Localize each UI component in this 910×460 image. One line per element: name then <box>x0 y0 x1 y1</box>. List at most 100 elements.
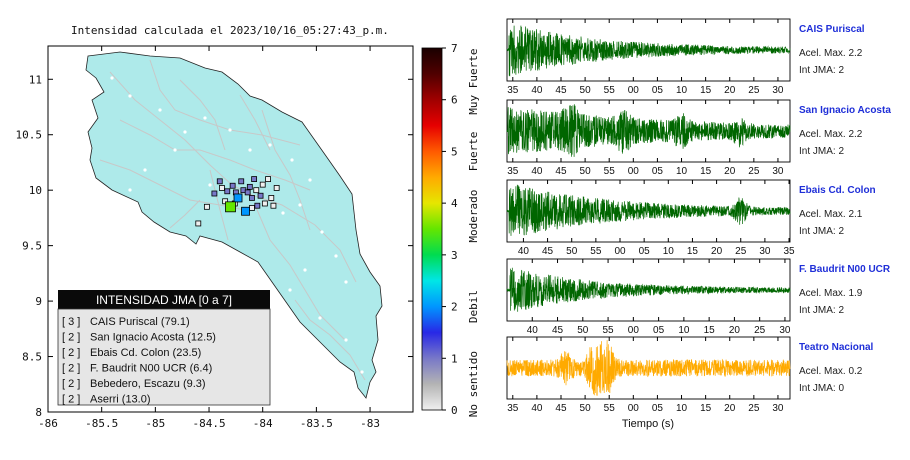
town-dot <box>290 158 294 162</box>
waveform-tick-label: 05 <box>639 246 651 257</box>
waveform-tick-label: 20 <box>724 166 736 177</box>
station-int-jma: Int JMA: 2 <box>799 226 844 237</box>
station-marker <box>246 183 253 190</box>
waveform-tick-label: 00 <box>628 85 640 96</box>
station-marker <box>270 202 277 209</box>
colorbar-category-label: Fuerte <box>467 132 480 172</box>
map-y-tick-label: 10.5 <box>16 129 43 142</box>
colorbar-tick-label: 4 <box>451 197 458 210</box>
station-name: CAIS Puriscal <box>799 24 865 35</box>
station-name: F. Baudrit N00 UCR <box>799 264 891 275</box>
road-line <box>254 204 346 341</box>
station-name: San Ignacio Acosta <box>799 105 891 116</box>
waveform-tick-label: 55 <box>604 403 616 414</box>
waveform-tick-label: 30 <box>772 166 784 177</box>
waveform-tick-label: 45 <box>555 166 567 177</box>
waveform-tick-label: 50 <box>580 403 592 414</box>
station-marker <box>216 178 223 185</box>
map-x-tick-label: -85.5 <box>85 417 118 430</box>
waveform-tick-label: 25 <box>735 246 747 257</box>
waveform-tick-label: 50 <box>580 85 592 96</box>
map-x-axis: -86 -85.5 -85 -84.5 -84 -83.5 -83 <box>38 46 380 430</box>
station-marker <box>203 203 210 210</box>
station-marker <box>254 202 261 209</box>
waveform-tick-label: 00 <box>628 166 640 177</box>
waveform-tick-label: 50 <box>577 325 589 336</box>
town-dot <box>173 148 177 152</box>
waveform-tick-label: 55 <box>590 246 602 257</box>
town-dot <box>288 288 292 292</box>
town-dot <box>158 108 162 112</box>
road-line <box>209 169 229 241</box>
station-marker <box>238 178 245 185</box>
map-x-tick-label: -86 <box>38 417 58 430</box>
colorbar-tick-label: 3 <box>451 249 458 262</box>
station-marker <box>244 189 251 196</box>
colorbar-tick-label: 7 <box>451 42 458 55</box>
town-dot <box>344 280 348 284</box>
waveform-tick-label: 20 <box>724 85 736 96</box>
legend-item-label: F. Baudrit N00 UCR (6.4) <box>90 363 212 375</box>
map-y-tick-label: 8.5 <box>22 351 42 364</box>
map-x-tick-label: -83.5 <box>300 417 333 430</box>
town-dot <box>298 203 302 207</box>
town-dot <box>268 143 272 147</box>
station-marker <box>251 176 258 182</box>
map-title: Intensidad calculada el 2023/10/16_05:27… <box>71 24 389 37</box>
road-line <box>239 94 271 151</box>
legend-item-label: Aserri (13.0) <box>90 394 151 406</box>
waveform-tick-label: 20 <box>724 403 736 414</box>
station-markers <box>195 176 280 227</box>
legend-items: [ 3 ] CAIS Puriscal (79.1) [ 2 ] San Ignaci… <box>62 316 216 406</box>
waveform-trace <box>506 340 791 396</box>
station-int-jma: Int JMA: 2 <box>799 65 844 76</box>
station-marker <box>241 206 250 216</box>
waveform-tick-label: 25 <box>748 166 760 177</box>
town-dot <box>344 338 348 342</box>
waveform-tick-label: 05 <box>652 403 664 414</box>
waveform-panel: 35 40 45 50 55 00 05 10 15 20 25 30 CAIS Puriscal Ace… <box>506 18 865 96</box>
station-acel-max: Acel. Max. 2.1 <box>799 209 863 220</box>
waveform-tick-label: 40 <box>531 166 543 177</box>
colorbar-category-label: Debil <box>467 290 480 323</box>
station-marker <box>195 220 202 227</box>
station-marker <box>261 200 268 207</box>
town-dot <box>360 370 364 374</box>
costa-rica-land <box>85 51 383 399</box>
station-name: Teatro Nacional <box>799 342 873 353</box>
waveform-tick-label: 45 <box>552 325 564 336</box>
station-marker <box>224 188 231 195</box>
map-y-axis: 11 10.5 10 9.5 9 8.5 8 <box>16 73 413 419</box>
station-marker <box>233 193 243 203</box>
waveform-tick-label: 30 <box>772 85 784 96</box>
colorbar-tick-label: 2 <box>451 301 458 314</box>
waveform-tick-label: 35 <box>783 246 795 257</box>
colorbar-scale <box>421 47 443 411</box>
legend-header: INTENSIDAD JMA [0 a 7] <box>96 293 232 307</box>
station-marker <box>265 176 271 182</box>
town-dot <box>303 268 307 272</box>
waveform-trace <box>506 25 791 77</box>
station-int-jma: Int JMA: 2 <box>799 305 844 316</box>
waveform-tick-label: 25 <box>748 85 760 96</box>
intensity-legend: INTENSIDAD JMA [0 a 7] [ 3 ] CAIS Purisca… <box>57 290 271 406</box>
waveform-tick-label: 55 <box>603 325 615 336</box>
waveform-tick-label: 15 <box>700 403 712 414</box>
legend-header-bg <box>58 290 270 309</box>
waveform-trace <box>506 104 791 157</box>
waveform-tick-label: 35 <box>507 85 519 96</box>
road-line <box>179 79 226 151</box>
waveform-tick-label: 30 <box>772 403 784 414</box>
station-marker <box>225 201 236 213</box>
station-marker <box>257 192 264 199</box>
map-y-tick-label: 11 <box>29 73 42 86</box>
station-acel-max: Acel. Max. 1.9 <box>799 288 863 299</box>
waveform-tick-label: 10 <box>676 403 688 414</box>
waveform-tick-label: 10 <box>663 246 675 257</box>
waveform-tick-label: 40 <box>531 85 543 96</box>
station-acel-max: Acel. Max. 2.2 <box>799 48 863 59</box>
waveform-trace <box>506 267 791 312</box>
map-land <box>85 51 383 399</box>
colorbar-category-label: Moderado <box>467 190 480 243</box>
